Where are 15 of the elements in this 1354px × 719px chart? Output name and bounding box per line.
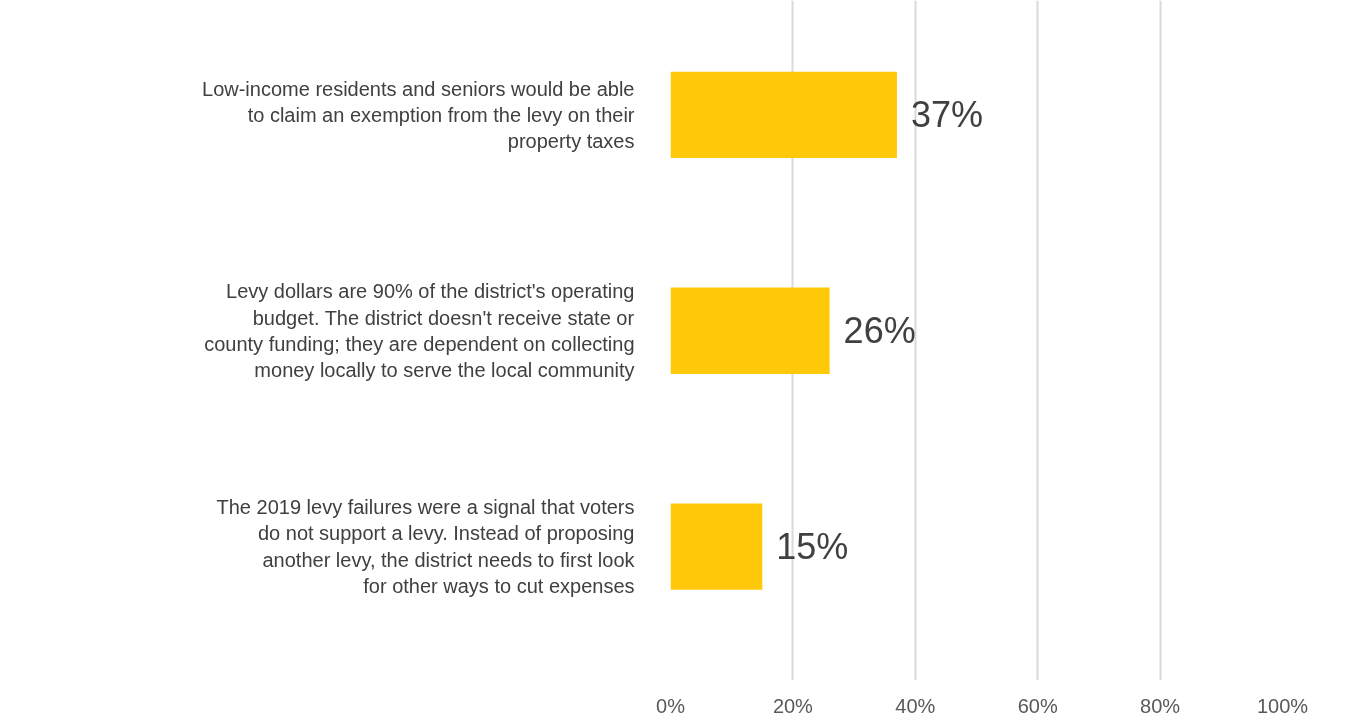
x-tick-label: 20% <box>772 694 814 717</box>
data-label: 15% <box>776 526 849 568</box>
x-tick-label: 40% <box>895 694 936 717</box>
x-tick-label: 100% <box>1256 694 1309 717</box>
bar <box>670 71 897 159</box>
y-tick-label: The 2019 levy failures were a signal that voters do not support a levy. Instead of proposing another levy, the district needs to first look for other ways to cut expenses <box>216 496 636 598</box>
data-label: 26% <box>843 310 916 352</box>
x-tick-label: 80% <box>1140 694 1181 717</box>
bar <box>670 503 763 590</box>
data-label: 37% <box>910 94 983 136</box>
x-tick-label: 60% <box>1017 694 1058 717</box>
bar <box>670 287 830 374</box>
y-tick-label: Levy dollars are 90% of the district's operating budget. The district doesn't receive state or county funding; they are dependent on collecting money locally to serve the local community <box>204 280 635 382</box>
x-tick-label: 0% <box>656 694 686 717</box>
y-tick-label: Low-income residents and seniors would be able to claim an exemption from the levy on their property taxes <box>202 77 635 153</box>
